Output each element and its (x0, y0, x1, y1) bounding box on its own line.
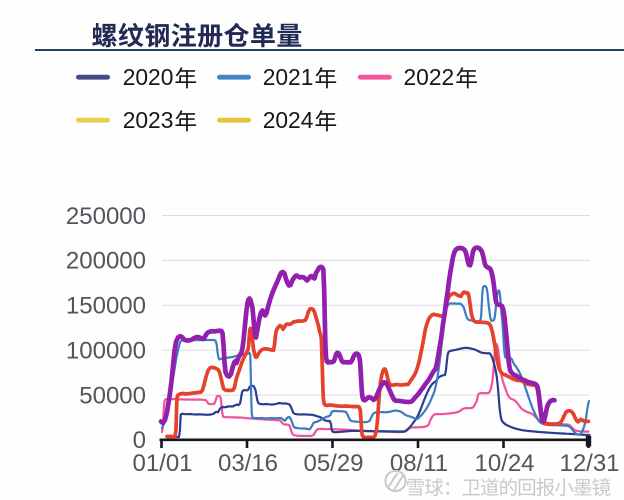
svg-text:08/11: 08/11 (390, 450, 448, 477)
svg-text:2020: 2020 (123, 64, 174, 90)
svg-text:100000: 100000 (66, 338, 146, 365)
svg-text:12/31: 12/31 (559, 450, 619, 477)
svg-text:01/01: 01/01 (132, 450, 192, 477)
svg-text:2024: 2024 (263, 107, 314, 133)
svg-text:03/16: 03/16 (218, 450, 278, 477)
svg-text:150000: 150000 (66, 293, 146, 320)
svg-text:50000: 50000 (79, 382, 146, 409)
svg-text:2022: 2022 (404, 64, 455, 90)
svg-text:2021: 2021 (263, 64, 314, 90)
svg-text:250000: 250000 (66, 203, 146, 230)
svg-text:0: 0 (133, 427, 146, 454)
svg-text:10/24: 10/24 (474, 450, 534, 477)
svg-text:05/29: 05/29 (303, 450, 363, 477)
svg-text:2023: 2023 (123, 107, 174, 133)
svg-text:200000: 200000 (66, 248, 146, 275)
